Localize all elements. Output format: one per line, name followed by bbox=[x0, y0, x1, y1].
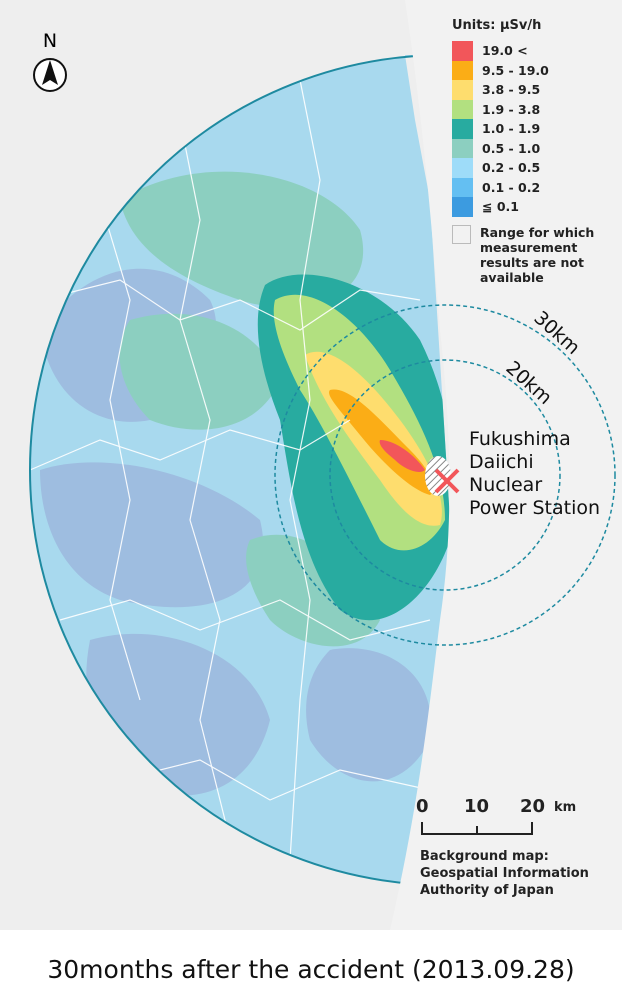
measurement-boundary bbox=[29, 54, 446, 886]
scale-tick: 10 bbox=[464, 796, 490, 817]
legend-label: 1.0 - 1.9 bbox=[482, 121, 541, 137]
legend-label: 0.2 - 0.5 bbox=[482, 160, 541, 176]
legend-item: 9.5 - 19.0 bbox=[452, 60, 610, 80]
ring-20km bbox=[329, 359, 561, 591]
zone-19.0-plus bbox=[379, 440, 425, 472]
legend-item: ≦ 0.1 bbox=[452, 197, 610, 217]
legend-swatch bbox=[452, 41, 473, 61]
municipal-boundaries bbox=[30, 79, 431, 861]
legend-item: 0.2 - 0.5 bbox=[452, 158, 610, 178]
legend-label: 0.1 - 0.2 bbox=[482, 179, 541, 195]
legend: Units: µSv/h 19.0 < 9.5 - 19.0 3.8 - 9.5 1.… bbox=[452, 18, 610, 285]
north-arrow-icon bbox=[33, 58, 67, 92]
legend-swatch bbox=[452, 177, 473, 197]
zone-0.5-1.0 bbox=[120, 171, 364, 308]
zone-low bbox=[40, 462, 264, 608]
legend-item: 1.9 - 3.8 bbox=[452, 99, 610, 119]
scale-bar bbox=[421, 822, 533, 835]
figure-caption: 30months after the accident (2013.09.28) bbox=[47, 955, 575, 984]
credit-line: Background map: bbox=[420, 849, 549, 864]
legend-not-available: Range for which measurement results are … bbox=[452, 224, 610, 285]
legend-label: 0.5 - 1.0 bbox=[482, 140, 541, 156]
legend-swatch bbox=[452, 80, 473, 100]
legend-label: Range for which measurement results are … bbox=[480, 224, 595, 285]
plant-label-line: Nuclear bbox=[469, 474, 543, 496]
north-label: N bbox=[42, 30, 58, 52]
plant-label-line: Fukushima bbox=[469, 428, 571, 450]
legend-swatch bbox=[452, 224, 471, 244]
zone-0.5-1.0 bbox=[119, 313, 280, 430]
plant-label-line: Power Station bbox=[469, 497, 601, 519]
scale-tick: 20 bbox=[520, 796, 546, 817]
legend-swatch bbox=[452, 99, 473, 119]
ring-30km bbox=[274, 304, 616, 646]
zone-low bbox=[306, 648, 432, 782]
legend-item: 0.1 - 0.2 bbox=[452, 177, 610, 197]
legend-swatch bbox=[452, 138, 473, 158]
dose-rate-map bbox=[0, 0, 622, 930]
map-credit: Background map: Geospatial Information A… bbox=[420, 848, 620, 899]
legend-swatch bbox=[452, 197, 473, 217]
legend-label: 1.9 - 3.8 bbox=[482, 101, 541, 117]
legend-label: 3.8 - 9.5 bbox=[482, 82, 541, 98]
legend-swatch bbox=[452, 60, 473, 80]
credit-line: Geospatial Information bbox=[420, 866, 589, 881]
legend-label: 19.0 < bbox=[482, 43, 528, 59]
power-station-marker-icon bbox=[434, 468, 460, 494]
scale-unit: km bbox=[554, 800, 577, 815]
zone-0.5-1.0 bbox=[246, 534, 380, 647]
legend-swatch bbox=[452, 119, 473, 139]
legend-label: 9.5 - 19.0 bbox=[482, 62, 549, 78]
legend-item: 3.8 - 9.5 bbox=[452, 80, 610, 100]
scale-tick: 0 bbox=[416, 796, 429, 817]
plant-label: Fukushima Daiichi Nuclear Power Station bbox=[469, 428, 600, 520]
legend-item: 0.5 - 1.0 bbox=[452, 138, 610, 158]
plant-label-line: Daiichi bbox=[469, 451, 534, 473]
credit-line: Authority of Japan bbox=[420, 883, 554, 898]
legend-label: ≦ 0.1 bbox=[482, 199, 519, 215]
legend-item: 19.0 < bbox=[452, 41, 610, 61]
legend-title: Units: µSv/h bbox=[452, 18, 542, 33]
sea bbox=[390, 0, 622, 930]
legend-swatch bbox=[452, 158, 473, 178]
legend-item: 1.0 - 1.9 bbox=[452, 119, 610, 139]
